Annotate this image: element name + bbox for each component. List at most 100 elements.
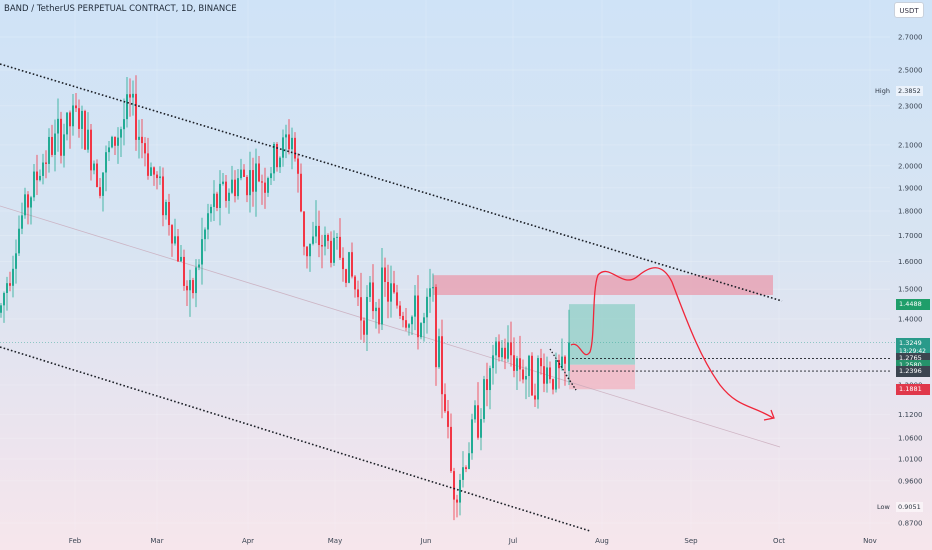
candle-body <box>315 225 317 237</box>
x-tick-label: Mar <box>150 537 163 545</box>
candle-body <box>492 355 494 369</box>
candle-body <box>261 181 263 183</box>
candle-body <box>519 358 521 370</box>
candle-body <box>354 276 356 290</box>
candle-body <box>96 163 98 188</box>
candles <box>0 75 570 521</box>
projection-arrow-head <box>763 409 775 421</box>
candle-body <box>525 376 527 380</box>
candle-body <box>93 163 95 171</box>
candle-body <box>471 419 473 454</box>
candle-body <box>516 358 518 371</box>
candle-body <box>207 213 209 230</box>
candle-body <box>231 179 233 193</box>
candle-body <box>411 316 413 325</box>
candle-body <box>255 163 257 192</box>
candle-body <box>0 305 2 313</box>
position-stop-zone <box>569 364 635 390</box>
candle-body <box>51 136 53 155</box>
candle-body <box>123 119 125 130</box>
candle-body <box>165 202 167 216</box>
candle-body <box>561 356 563 369</box>
candle-body <box>108 147 110 153</box>
candle-body <box>420 323 422 338</box>
candle-body <box>264 182 266 193</box>
candle-body <box>555 360 557 390</box>
position-target-zone <box>569 304 635 365</box>
candle-body <box>186 285 188 291</box>
candle-body <box>57 118 59 134</box>
candle-body <box>225 181 227 201</box>
candle-body <box>147 153 149 176</box>
price-tag-value: 1.2396 <box>899 367 922 376</box>
candle-body <box>468 453 470 470</box>
candle-body <box>564 356 566 364</box>
candle-body <box>180 256 182 262</box>
candle-body <box>459 479 461 503</box>
candle-body <box>9 283 11 286</box>
candle-body <box>6 283 8 294</box>
candle-body <box>327 234 329 241</box>
candle-body <box>204 229 206 240</box>
y-tick-label: 2.7000 <box>898 34 923 42</box>
candle-body <box>495 341 497 356</box>
candle-body <box>435 286 437 368</box>
candle-body <box>441 336 443 395</box>
candle-body <box>63 134 65 156</box>
candle-body <box>60 118 62 156</box>
candle-body <box>510 342 512 356</box>
candle-body <box>387 281 389 302</box>
candle-body <box>303 211 305 247</box>
candle-body <box>18 228 20 254</box>
candle-body <box>552 379 554 390</box>
candle-body <box>498 341 500 358</box>
candle-body <box>87 129 89 150</box>
candle-body <box>537 358 539 400</box>
candle-body <box>258 163 260 182</box>
candle-body <box>333 237 335 263</box>
candle-body <box>276 143 278 168</box>
candle-body <box>210 206 212 214</box>
price-tag-value: 1.1881 <box>899 385 922 394</box>
price-tag: 1.2580 <box>896 359 930 371</box>
y-tick-label: 1.0100 <box>898 455 923 463</box>
x-tick-label: Jun <box>420 537 432 545</box>
candle-body <box>309 243 311 257</box>
candle-body <box>456 499 458 503</box>
candle-body <box>30 197 32 208</box>
candle-body <box>27 194 29 208</box>
chart-title: BAND / TetherUS PERPETUAL CONTRACT, 1D, … <box>4 4 237 14</box>
x-tick-label: May <box>328 537 342 545</box>
candle-body <box>162 176 164 216</box>
candle-body <box>507 342 509 359</box>
candle-body <box>195 267 197 294</box>
candle-body <box>33 171 35 198</box>
low-value: 0.9051 <box>896 502 923 512</box>
currency-button[interactable]: USDT <box>894 2 924 18</box>
candle-body <box>351 252 353 277</box>
candle-body <box>312 236 314 244</box>
candle-body <box>129 94 131 98</box>
candle-body <box>417 295 419 338</box>
high-value: 2.3852 <box>896 86 923 96</box>
candle-body <box>543 366 545 384</box>
candle-body <box>501 347 503 358</box>
candle-body <box>177 236 179 262</box>
candle-body <box>171 225 173 244</box>
candle-body <box>246 176 248 196</box>
candle-body <box>318 225 320 246</box>
x-tick-label: Oct <box>773 537 785 545</box>
x-tick-label: Apr <box>242 537 254 545</box>
price-tag: 1.2765 <box>896 353 930 365</box>
candle-body <box>219 183 221 208</box>
candle-body <box>72 105 74 127</box>
candle-body <box>549 367 551 380</box>
candle-body <box>540 358 542 367</box>
candle-body <box>252 170 254 192</box>
candle-body <box>285 134 287 138</box>
y-tick-label: 1.7000 <box>898 232 923 240</box>
candle-body <box>81 110 83 129</box>
candle-body <box>399 305 401 316</box>
candle-body <box>132 93 134 98</box>
